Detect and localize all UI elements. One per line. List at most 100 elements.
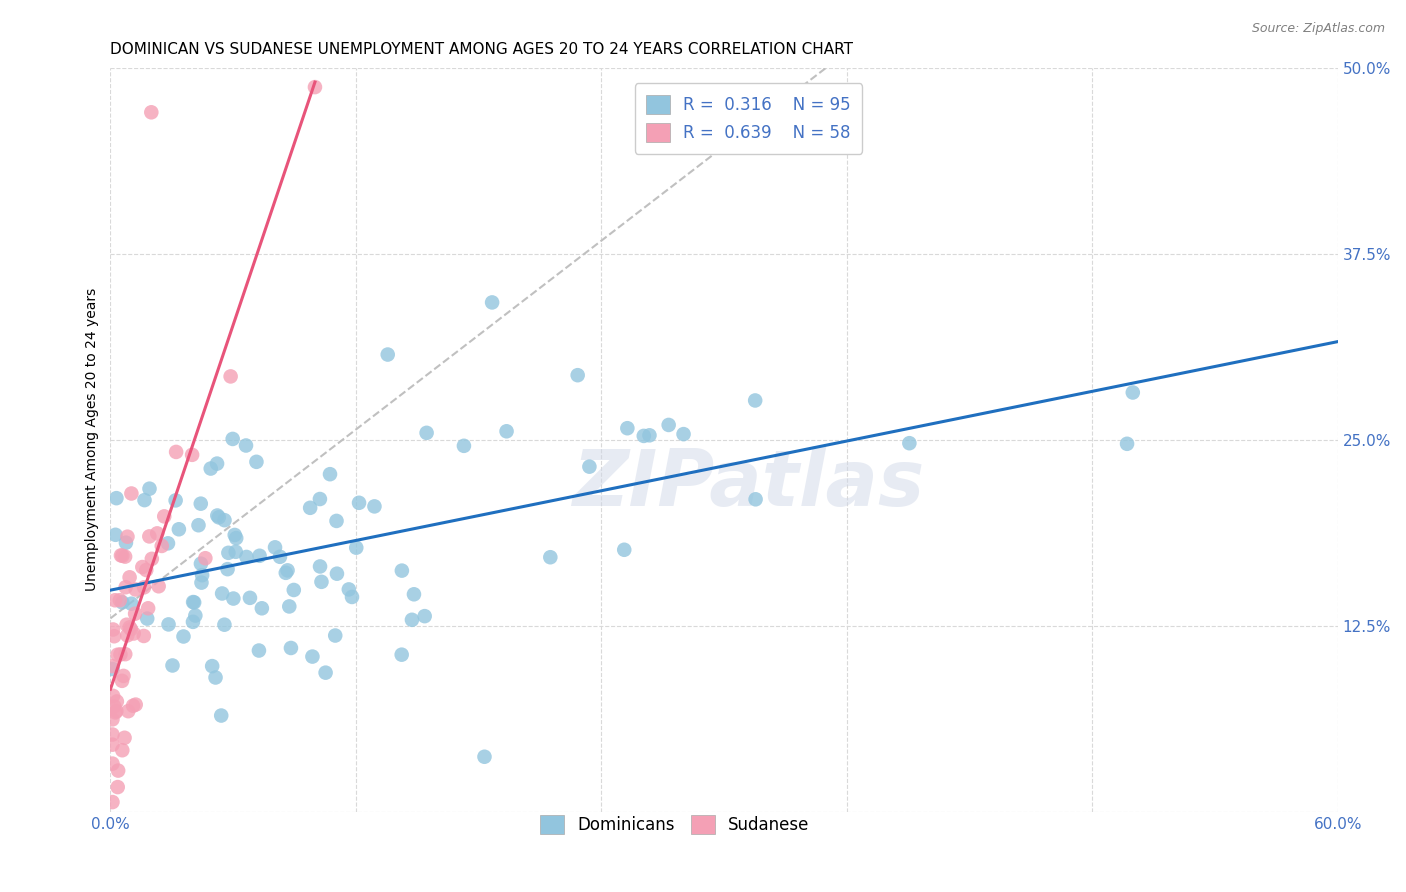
Point: [658, 417, 681, 432]
Point: [217, 546, 239, 560]
Point: [283, 582, 305, 597]
Point: [108, 593, 131, 607]
Point: [101, 659, 124, 673]
Point: [101, 795, 124, 809]
Point: [744, 393, 766, 408]
Point: [481, 295, 503, 310]
Point: [221, 432, 243, 446]
Point: [131, 560, 153, 574]
Point: [274, 566, 297, 580]
Point: [104, 528, 127, 542]
Point: [124, 582, 146, 597]
Point: [401, 613, 423, 627]
Point: [191, 568, 214, 582]
Point: [225, 545, 247, 559]
Point: [190, 557, 212, 571]
Point: [200, 461, 222, 475]
Point: [184, 608, 207, 623]
Point: [150, 539, 173, 553]
Point: [309, 491, 332, 506]
Point: [415, 425, 437, 440]
Point: [402, 587, 425, 601]
Point: [141, 552, 163, 566]
Point: [167, 522, 190, 536]
Point: [299, 500, 322, 515]
Point: [309, 559, 332, 574]
Point: [567, 368, 589, 383]
Point: [898, 436, 921, 450]
Point: [222, 591, 245, 606]
Point: [235, 549, 257, 564]
Point: [201, 659, 224, 673]
Point: [181, 595, 204, 609]
Point: [105, 694, 128, 708]
Point: [264, 541, 287, 555]
Point: [125, 698, 148, 712]
Point: [249, 549, 271, 563]
Point: [115, 617, 138, 632]
Point: [138, 482, 160, 496]
Text: DOMINICAN VS SUDANESE UNEMPLOYMENT AMONG AGES 20 TO 24 YEARS CORRELATION CHART: DOMINICAN VS SUDANESE UNEMPLOYMENT AMONG…: [111, 42, 853, 57]
Point: [148, 579, 170, 593]
Point: [190, 575, 212, 590]
Point: [181, 448, 204, 462]
Point: [474, 749, 496, 764]
Point: [391, 564, 413, 578]
Point: [495, 425, 517, 439]
Point: [135, 563, 157, 577]
Point: [165, 493, 187, 508]
Point: [114, 731, 136, 745]
Point: [103, 629, 125, 643]
Point: [311, 574, 333, 589]
Point: [181, 615, 204, 629]
Point: [173, 630, 195, 644]
Point: [211, 586, 233, 600]
Point: [183, 595, 205, 609]
Point: [103, 699, 125, 714]
Point: [120, 597, 142, 611]
Point: [744, 492, 766, 507]
Point: [138, 529, 160, 543]
Point: [194, 551, 217, 566]
Point: [672, 427, 695, 442]
Point: [146, 526, 169, 541]
Point: [219, 369, 242, 384]
Point: [1122, 385, 1144, 400]
Point: [239, 591, 262, 605]
Point: [638, 428, 661, 442]
Point: [141, 105, 163, 120]
Point: [114, 647, 136, 661]
Point: [122, 626, 145, 640]
Point: [633, 429, 655, 443]
Point: [245, 455, 267, 469]
Point: [326, 566, 349, 581]
Point: [162, 658, 184, 673]
Point: [277, 563, 299, 577]
Point: [118, 570, 141, 584]
Point: [301, 649, 323, 664]
Point: [120, 486, 142, 500]
Point: [104, 706, 127, 720]
Point: [205, 457, 228, 471]
Point: [101, 689, 124, 703]
Point: [136, 611, 159, 625]
Point: [132, 629, 155, 643]
Point: [304, 80, 326, 95]
Point: [117, 628, 139, 642]
Point: [107, 780, 129, 794]
Point: [323, 628, 346, 642]
Point: [107, 764, 129, 778]
Point: [117, 704, 139, 718]
Point: [344, 541, 367, 555]
Point: [340, 590, 363, 604]
Point: [107, 648, 129, 662]
Point: [325, 514, 347, 528]
Point: [247, 643, 270, 657]
Point: [114, 549, 136, 564]
Text: ZIPatlas: ZIPatlas: [572, 446, 925, 523]
Point: [101, 738, 124, 752]
Point: [132, 580, 155, 594]
Point: [124, 607, 146, 621]
Point: [165, 445, 187, 459]
Point: [111, 673, 134, 688]
